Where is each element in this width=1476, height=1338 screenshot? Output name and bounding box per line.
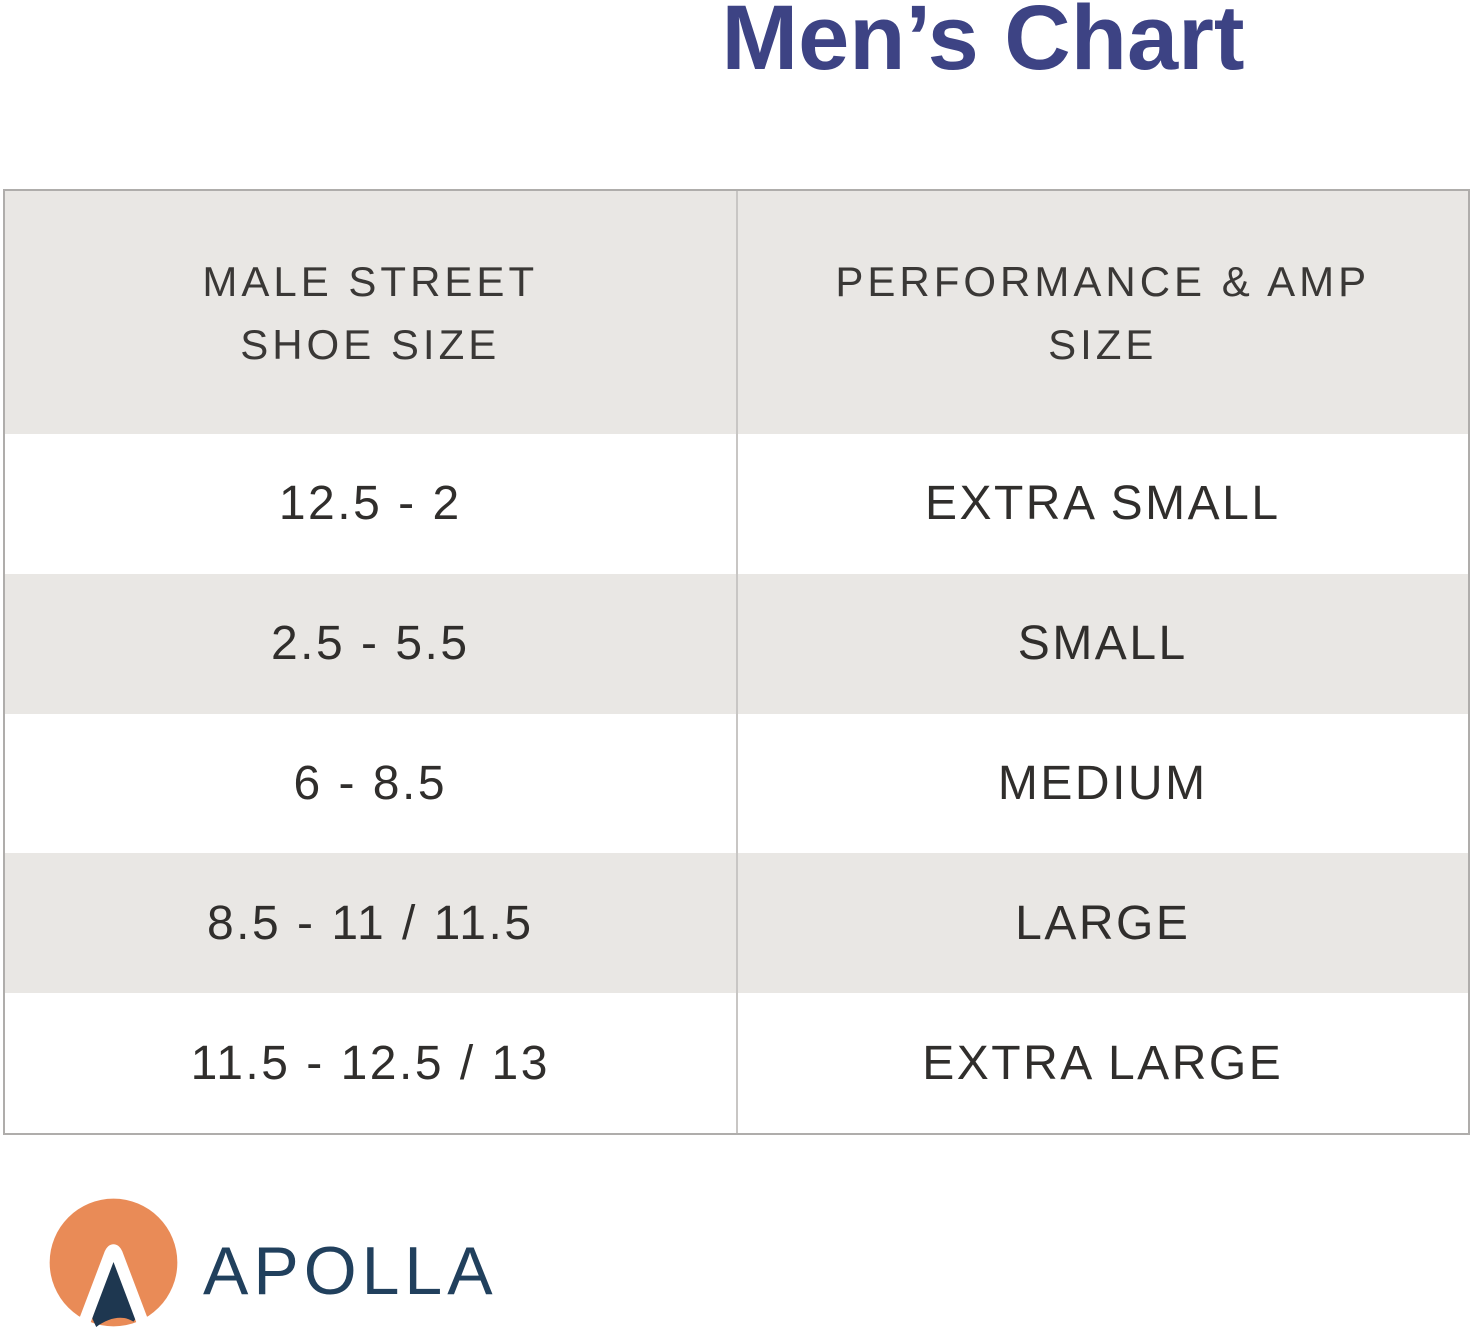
amp-size-cell: EXTRA LARGE: [922, 1036, 1284, 1090]
amp-size-cell: LARGE: [1015, 896, 1191, 950]
column-header-shoe-size: MALE STREET SHOE SIZE: [5, 191, 738, 434]
shoe-size-cell: 12.5 - 2: [5, 434, 738, 574]
table-row: 2.5 - 5.5 SMALL: [5, 573, 1468, 714]
brand-name: APOLLA: [203, 1232, 498, 1309]
shoe-size-cell: 11.5 - 12.5 / 13: [5, 993, 738, 1133]
brand-logo: APOLLA: [47, 1196, 498, 1329]
table-header-row: MALE STREET SHOE SIZE PERFORMANCE & AMP …: [5, 191, 1468, 434]
table-row: 12.5 - 2 EXTRA SMALL: [5, 434, 1468, 574]
shoe-size-cell: 2.5 - 5.5: [5, 573, 738, 714]
amp-size-cell: EXTRA SMALL: [924, 477, 1281, 531]
amp-size-cell: SMALL: [1017, 617, 1188, 671]
amp-size-cell: MEDIUM: [997, 756, 1208, 810]
table-row: 11.5 - 12.5 / 13 EXTRA LARGE: [5, 993, 1468, 1133]
shoe-size-cell: 6 - 8.5: [5, 713, 738, 854]
table-row: 8.5 - 11 / 11.5 LARGE: [5, 853, 1468, 994]
table-row: 6 - 8.5 MEDIUM: [5, 713, 1468, 854]
apolla-circle-a-icon: [47, 1196, 180, 1329]
column-header-performance-amp-size: PERFORMANCE & AMP SIZE: [835, 257, 1371, 368]
size-chart-table: MALE STREET SHOE SIZE PERFORMANCE & AMP …: [3, 189, 1470, 1135]
page-title: Men’s Chart: [721, 0, 1245, 89]
shoe-size-cell: 8.5 - 11 / 11.5: [5, 853, 738, 994]
